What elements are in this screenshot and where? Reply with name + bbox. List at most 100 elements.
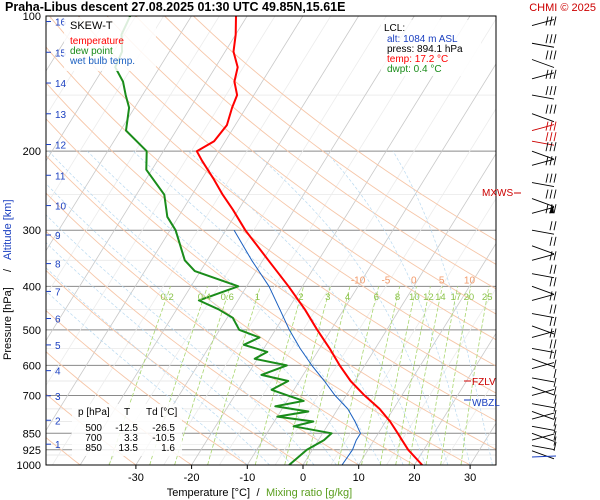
dry-adiabat <box>46 82 496 422</box>
isotherm <box>79 16 359 465</box>
wind-barb-feather <box>549 236 553 246</box>
wind-barb-feather <box>553 34 557 44</box>
moist-adiabat <box>87 150 382 465</box>
wind-barb-feather <box>545 173 549 183</box>
isotherm <box>498 16 600 465</box>
mixing-ratio-line <box>361 286 401 465</box>
isotherm <box>219 18 496 465</box>
plot-frame <box>45 15 497 466</box>
pressure-tick-label: 925 <box>23 445 41 457</box>
dry-adiabat <box>46 154 471 465</box>
mixing-ratio-line <box>440 286 472 465</box>
altitude-tick-label: 12 <box>55 141 67 152</box>
moist-adiabat <box>46 242 293 465</box>
wind-barb-feather <box>549 316 553 326</box>
wind-barb <box>531 293 555 301</box>
lcl-alt: alt: 1084 m ASL <box>387 34 458 45</box>
wind-barb-feather <box>553 204 557 214</box>
dry-adiabat <box>48 16 496 367</box>
wind-barb-feather <box>549 34 553 44</box>
isotherm <box>358 242 496 465</box>
mixing-ratio-line <box>207 286 261 465</box>
wind-barb-feather <box>553 85 557 96</box>
wind-barb-feather <box>553 359 557 369</box>
wind-barb-feather <box>553 16 557 26</box>
levels-row-p: 500 <box>85 423 102 434</box>
mixing-ratio-label: 0.2 <box>161 292 174 303</box>
wind-barb-feather <box>545 156 549 166</box>
mixing-ratio-line <box>408 286 443 465</box>
pressure-tick-label: 200 <box>23 146 41 158</box>
pressure-tick-label: 300 <box>23 225 41 237</box>
isotherm <box>163 16 443 465</box>
wind-barb-feather <box>549 16 553 26</box>
grid-labels: -10 -5 0 5 100.2 0.4 0.6 1 2 3 4 6 8 10 12 14 17 20 25 <box>161 275 493 303</box>
wind-barb <box>531 59 555 68</box>
mixing-ratio-line <box>460 286 490 465</box>
wind-barb-feather <box>545 189 549 199</box>
mixing-ratio-label: 2 <box>298 292 303 303</box>
legend-title: SKEW-T <box>70 20 113 32</box>
wind-barb <box>531 253 555 261</box>
isotherm <box>441 377 496 465</box>
dry-adiabat <box>46 393 137 465</box>
dry-adiabat <box>77 16 496 341</box>
isotherm <box>330 197 496 465</box>
wind-barb <box>531 425 555 431</box>
isotherm <box>554 16 600 465</box>
altitude-tick-label: 13 <box>55 110 67 121</box>
pressure-tick-label: 850 <box>23 428 41 440</box>
wind-barb-feather <box>553 377 557 388</box>
moist-adiabat <box>325 150 471 465</box>
wind-barb <box>531 198 555 207</box>
altitude-tick-label: 9 <box>55 231 61 242</box>
wind-barb <box>531 19 555 26</box>
mixing-ratio-label: 0.6 <box>221 292 234 303</box>
marker-wbzl: WBZL <box>472 398 500 409</box>
altitude-tick-label: 15 <box>55 48 67 59</box>
x-tick-label: -20 <box>184 472 200 484</box>
levels-row-p: 850 <box>85 443 102 454</box>
lcl-dwpt: dwpt: 0.4 °C <box>387 64 442 75</box>
wind-barb-feather <box>545 132 549 142</box>
moist-adiabat <box>188 150 426 465</box>
wind-barb-feather <box>545 69 549 79</box>
wind-barb-feather <box>549 304 553 314</box>
wind-barb <box>531 273 555 279</box>
wind-barb-feather <box>553 142 557 152</box>
dry-adiabat <box>46 309 248 465</box>
wind-barb-feather <box>553 189 557 199</box>
wind-barb-feather <box>553 251 557 261</box>
altitude-tick-label: 3 <box>55 392 61 403</box>
mixing-ratio-label: 6 <box>374 292 379 303</box>
wind-barb-feather <box>553 173 557 183</box>
wind-barb-feather <box>549 189 553 199</box>
legend-bg <box>64 17 156 71</box>
legend-temperature: temperature <box>70 36 124 47</box>
x-tick-label: 10 <box>353 472 365 484</box>
wind-barb <box>531 72 555 80</box>
wind-barb-feather <box>549 251 553 261</box>
isotherm <box>191 16 471 465</box>
x-tick-label: -10 <box>239 472 255 484</box>
dry-adiabat <box>106 16 496 315</box>
mixing-ratio-line <box>395 286 431 465</box>
moist-adiabat <box>46 214 315 465</box>
isotherm-label: 0 <box>411 275 417 286</box>
wind-barb-feather <box>549 104 553 114</box>
mixing-ratio-line <box>425 286 459 465</box>
dry-adiabat <box>46 192 415 465</box>
wind-barb-feather <box>553 264 557 274</box>
moist-adiabat <box>48 150 360 465</box>
levels-row-td: -26.5 <box>152 423 175 434</box>
levels-row-t: -12.5 <box>115 423 138 434</box>
y-axis-label-altitude: Altitude [km] <box>2 199 14 260</box>
isotherm <box>46 16 220 297</box>
altitude-tick-label: 11 <box>55 171 66 182</box>
isotherm <box>107 16 387 465</box>
wind-barb-feather <box>553 156 557 166</box>
x-axis-label-sep: / <box>256 487 260 499</box>
wind-barb-feather <box>553 424 557 434</box>
wind-barb <box>531 113 555 123</box>
altitude-tick-label: 2 <box>55 416 61 427</box>
